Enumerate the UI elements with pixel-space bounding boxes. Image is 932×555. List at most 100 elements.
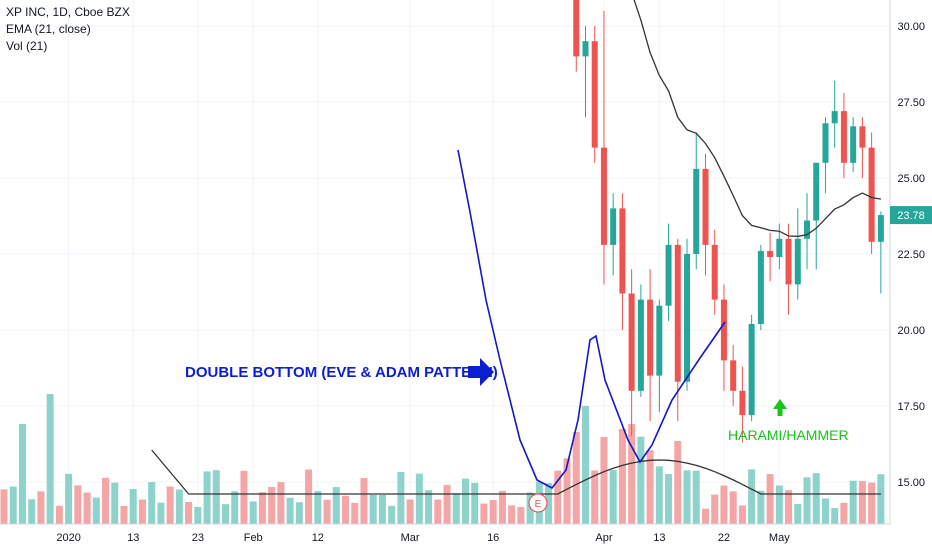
x-tick-label: May [769,532,790,544]
volume-bar [794,503,802,524]
volume-bar [406,499,414,524]
volume-bar [28,499,36,524]
volume-bar [821,498,829,524]
ema-line [633,0,882,237]
volume-bar [37,491,45,524]
volume-bar [812,473,820,524]
volume-bar [194,506,202,524]
volume-bar [351,502,359,524]
legend-ema[interactable]: EMA (21, close) [6,22,91,36]
volume-bar [102,477,110,524]
volume-bar [268,486,276,524]
volume-bar [471,482,479,524]
candle-body [711,244,718,300]
volume-bar [9,486,17,524]
legend-symbol[interactable]: XP INC, 1D, Cboe BZX [6,5,130,19]
volume-bar [332,487,340,524]
volume-bar [729,491,737,524]
volume-bar [655,466,663,524]
volume-bar [240,470,248,524]
volume-bar [203,471,211,524]
volume-bar [591,470,599,524]
x-tick-label: 23 [192,532,204,544]
volume-bar [581,406,589,524]
candle-body [794,238,801,285]
volume-bar [286,497,294,524]
volume-bar [378,494,386,524]
volume-bar [646,450,654,524]
volume-bar [554,470,562,524]
candle-body [748,323,755,416]
candle-body [850,126,857,163]
candle-body [591,41,598,148]
candle-body [573,0,580,57]
volume-bar [388,505,396,524]
trendline-path [457,149,726,490]
volume-bar [785,490,793,524]
volume-bar [545,483,553,524]
volume-bar [342,495,350,524]
volume-bar [415,473,423,524]
volume-bar [517,507,525,524]
volume-bar [212,470,220,524]
volume-bar [692,470,700,524]
candle-body [804,220,811,239]
volume-bar [120,505,128,524]
volume-bar [138,499,146,524]
volume-bar [46,394,54,524]
candle-body [619,208,626,294]
volume-bar [148,482,156,524]
ema-line [633,0,882,237]
volume-bar [258,492,266,524]
candle-body [868,147,875,242]
candle-body [582,41,589,57]
earnings-marker [528,493,548,513]
x-tick-label: 13 [127,532,139,544]
legend-volume[interactable]: Vol (21) [6,39,48,53]
y-tick-label: 25.00 [897,173,925,185]
volume-bar [452,492,460,524]
volume-bar [498,490,506,524]
volume-bar [480,503,488,524]
volume-bar [711,494,719,524]
volume-bar [775,485,783,524]
volume-bar [231,491,239,524]
volume-bar [83,492,91,524]
volume-bar [609,470,617,524]
volume-bar [157,502,165,524]
candle-body [637,299,644,391]
volume-bar [425,490,433,524]
price-tag-bg [890,206,932,225]
volume-ma-line [151,449,881,495]
candle-body [877,215,884,242]
volume-bar [74,485,82,524]
volume-bar [683,470,691,524]
x-tick-label: 13 [653,532,665,544]
volume-bar [397,471,405,524]
candle-body [859,126,866,148]
volume-bar [766,474,774,524]
x-tick-label: Mar [401,532,420,544]
volume-bar [831,508,839,524]
candle-body [702,168,709,245]
volume-bar [434,499,442,524]
y-tick-label: 17.50 [897,401,925,413]
volume-bar [748,469,756,524]
x-tick-label: 2020 [56,532,80,544]
volume-bar [249,501,257,524]
candle-body [831,111,838,124]
volume-bars [0,394,885,524]
volume-bar [508,505,516,524]
volume-bar [360,478,368,524]
volume-bar [185,501,193,524]
y-tick-label: 30.00 [897,21,925,33]
volume-bar [600,436,608,524]
candle-body [739,390,746,416]
candle-body [813,162,820,221]
volume-bar [277,482,285,524]
candle-body [647,299,654,376]
volume-bar [738,505,746,524]
arrow-right-icon [468,358,494,386]
